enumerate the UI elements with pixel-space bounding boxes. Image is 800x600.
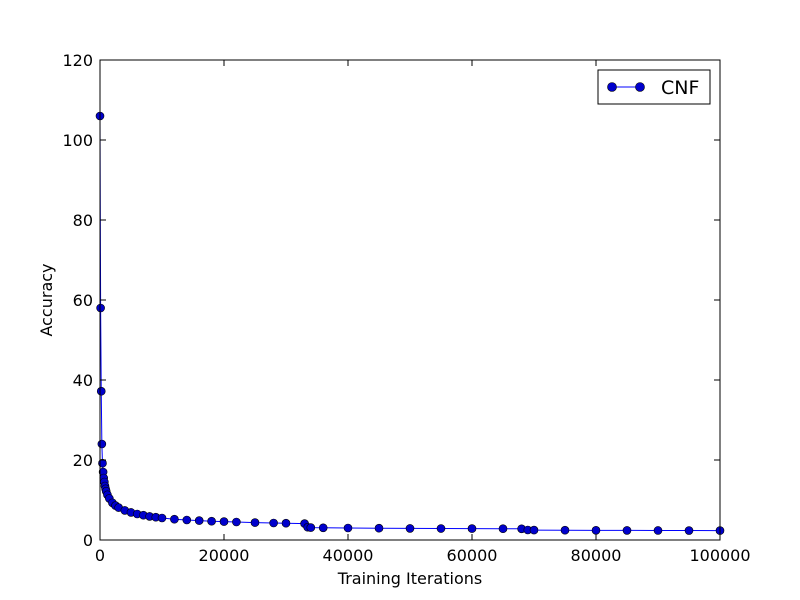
data-point — [282, 519, 290, 527]
y-tick-label: 120 — [62, 51, 93, 70]
data-point — [270, 519, 278, 527]
x-tick-label: 80000 — [571, 546, 622, 565]
data-point — [158, 514, 166, 522]
x-tick-label: 60000 — [447, 546, 498, 565]
x-tick-label: 0 — [95, 546, 105, 565]
data-point — [220, 518, 228, 526]
x-axis-label: Training Iterations — [337, 569, 482, 588]
data-point — [319, 524, 327, 532]
data-point — [592, 526, 600, 534]
x-tick-label: 40000 — [323, 546, 374, 565]
data-point — [437, 525, 445, 533]
data-point — [375, 524, 383, 532]
data-point — [97, 387, 105, 395]
y-tick-label: 0 — [83, 531, 93, 550]
y-tick-label: 80 — [73, 211, 93, 230]
data-point — [499, 525, 507, 533]
x-tick-label: 20000 — [199, 546, 250, 565]
y-tick-label: 40 — [73, 371, 93, 390]
data-point — [468, 525, 476, 533]
legend: CNF — [598, 70, 710, 104]
y-tick-label: 60 — [73, 291, 93, 310]
legend-label: CNF — [661, 77, 699, 99]
data-point — [97, 304, 105, 312]
data-point — [561, 526, 569, 534]
data-point — [654, 526, 662, 534]
data-point — [251, 519, 259, 527]
data-point — [344, 524, 352, 532]
data-point — [170, 515, 178, 523]
data-point — [623, 526, 631, 534]
data-point — [183, 516, 191, 524]
data-point — [98, 440, 106, 448]
data-point — [208, 517, 216, 525]
x-tick-label: 100000 — [689, 546, 750, 565]
data-point — [307, 524, 315, 532]
data-point — [530, 526, 538, 534]
data-point — [685, 527, 693, 535]
y-tick-label: 20 — [73, 451, 93, 470]
data-point — [406, 524, 414, 532]
y-axis-label: Accuracy — [37, 263, 56, 336]
y-tick-label: 100 — [62, 131, 93, 150]
data-point — [232, 518, 240, 526]
legend-marker-right — [636, 83, 645, 92]
data-point — [195, 517, 203, 525]
legend-marker-left — [608, 83, 617, 92]
